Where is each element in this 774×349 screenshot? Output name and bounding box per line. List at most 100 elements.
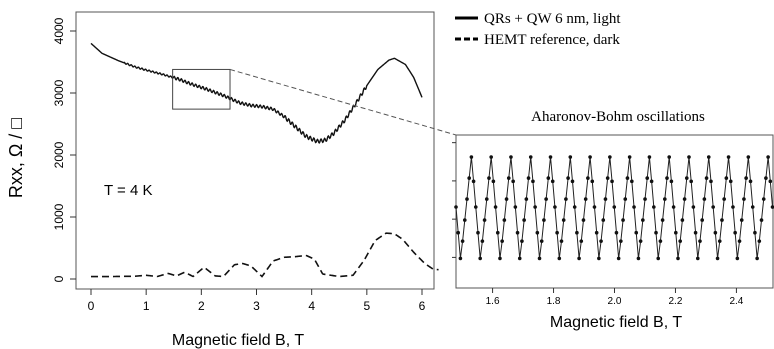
inset-x-tick-label: 2.4	[729, 296, 743, 307]
inset-data-point	[660, 218, 665, 222]
inset-data-point	[746, 155, 751, 159]
inset-data-point	[682, 197, 687, 201]
main-y-axis-label: Rxx, Ω / □	[6, 118, 26, 198]
inset-data-point	[568, 155, 573, 159]
inset-axes: 1.6 1.8 2.0 2.2 2.4	[452, 142, 744, 307]
inset-data-point	[462, 218, 467, 222]
inset-data-point	[671, 205, 676, 209]
inset-data-point	[542, 218, 546, 222]
inset-data-point	[564, 197, 568, 201]
inset-data-point	[575, 230, 579, 235]
inset-data-point	[706, 155, 711, 159]
x-tick-label: 0	[88, 299, 95, 313]
inset-data-point	[572, 205, 577, 209]
inset-data-point	[597, 256, 601, 261]
inset-data-point	[500, 239, 504, 243]
inset-data-point	[506, 176, 511, 180]
inset-data-point	[627, 155, 632, 159]
inset-data-point	[504, 197, 509, 201]
inset-data-point	[759, 218, 764, 222]
inset-data-point	[700, 218, 704, 222]
inset-data-point	[601, 218, 606, 222]
series-light-line	[90, 42, 423, 144]
inset-data-point	[742, 197, 746, 201]
inset-data-point	[766, 155, 770, 159]
inset-data-point	[625, 176, 630, 180]
inset-data-point	[480, 239, 485, 243]
inset-data-point	[638, 239, 643, 243]
inset-data-point	[476, 230, 480, 235]
inset-data-point	[687, 155, 691, 159]
inset-data-point	[737, 239, 742, 243]
inset-data-point	[493, 205, 498, 209]
inset-data-point	[608, 155, 612, 159]
inset-data-point	[693, 230, 698, 235]
inset-data-point	[616, 256, 621, 261]
inset-data-point	[583, 197, 588, 201]
inset-data-point	[546, 176, 551, 180]
inset-data-point	[652, 205, 656, 209]
main-plot-frame	[75, 11, 435, 290]
inset-data-point	[654, 230, 658, 235]
y-tick-label: 0	[52, 275, 66, 282]
inset-data-point	[561, 218, 566, 222]
inset-data-point	[471, 179, 476, 184]
inset-data-point	[656, 256, 661, 261]
inset-data-point	[544, 197, 548, 201]
inset-data-point	[717, 239, 722, 243]
zoom-indicator	[172, 68, 457, 136]
inset-data-point	[735, 256, 740, 261]
inset-data-point	[770, 205, 774, 209]
inset-data-point	[533, 205, 537, 209]
inset-data-point	[684, 176, 689, 180]
inset-data-point	[537, 256, 542, 261]
inset-data-point	[691, 205, 696, 209]
inset-data-point	[722, 197, 726, 201]
inset-data-point	[641, 218, 645, 222]
inset-data-point	[726, 155, 731, 159]
inset-x-tick-label: 1.8	[547, 296, 561, 307]
inset-data-point	[467, 176, 471, 180]
inset-data-point	[460, 239, 465, 243]
inset-data-point	[755, 256, 759, 261]
inset-data-point	[579, 239, 584, 243]
inset-data-point	[539, 239, 544, 243]
inset-data-point	[764, 176, 768, 180]
inset-data-point	[456, 230, 461, 235]
inset-data-point	[645, 176, 650, 180]
inset-data-point	[515, 230, 520, 235]
y-tick-label: 4000	[52, 17, 66, 44]
inset-data-point	[724, 176, 729, 180]
inset-data-point	[498, 256, 502, 261]
inset-data-point	[647, 155, 652, 159]
x-tick-label: 6	[419, 299, 426, 313]
inset-data-point	[605, 176, 610, 180]
inset-x-axis-label: Magnetic field B, T	[550, 314, 682, 331]
inset-data-point	[484, 197, 489, 201]
inset-data-point	[739, 218, 744, 222]
inset-data-point	[610, 179, 614, 184]
x-tick-label: 3	[253, 299, 260, 313]
inset-data-point	[592, 205, 597, 209]
inset-data-point	[469, 155, 474, 159]
inset-title: Aharonov-Bohm oscillations	[531, 109, 705, 125]
inset-data-point	[715, 256, 720, 261]
inset-data-point	[513, 205, 518, 209]
inset-data-point	[559, 239, 564, 243]
inset-data-point	[623, 197, 628, 201]
inset-data-point	[557, 256, 562, 261]
inset-x-tick-label: 2.0	[608, 296, 622, 307]
inset-data-point	[676, 256, 680, 261]
inset-data-point	[733, 230, 737, 235]
inset-data-point	[577, 256, 581, 261]
inset-data-point	[570, 179, 575, 184]
inset-data-point	[594, 230, 599, 235]
inset-data-point	[713, 230, 718, 235]
inset-data-point	[695, 256, 700, 261]
y-tick-label: 1000	[52, 203, 66, 230]
legend-label-light: QRs + QW 6 nm, light	[484, 11, 621, 27]
inset-data-point	[753, 230, 757, 235]
legend-label-dark: HEMT reference, dark	[484, 32, 620, 48]
inset-data-point	[517, 256, 522, 261]
